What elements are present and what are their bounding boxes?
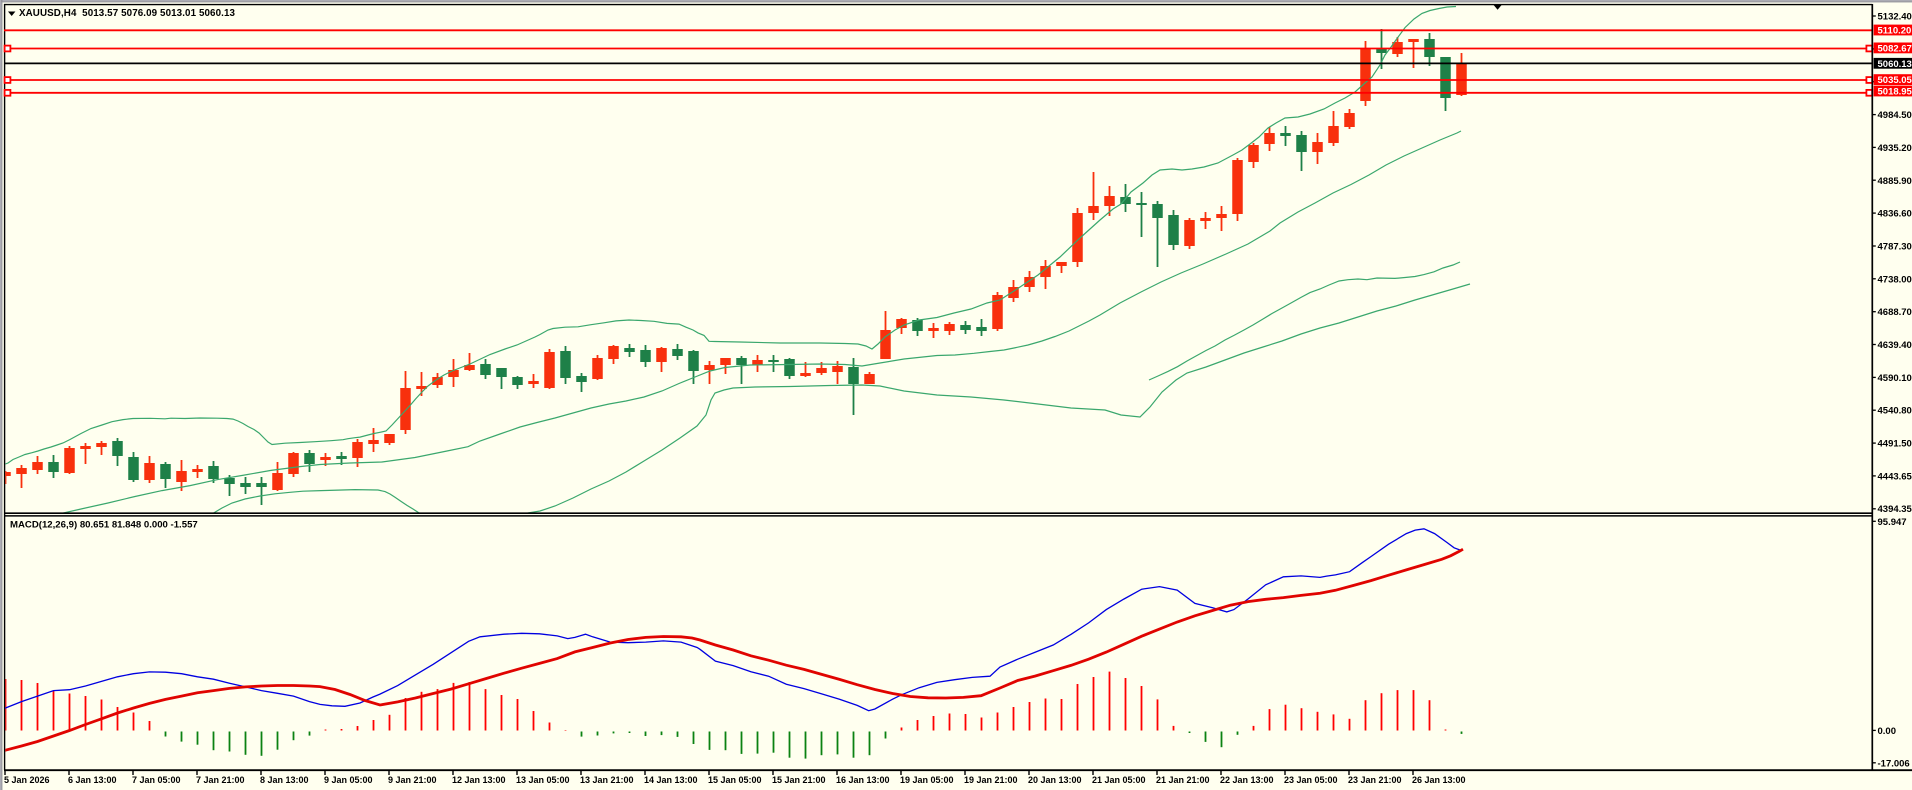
- svg-text:4394.35: 4394.35: [1878, 504, 1912, 515]
- svg-text:4590.10: 4590.10: [1878, 373, 1912, 384]
- svg-text:21 Jan 05:00: 21 Jan 05:00: [1092, 775, 1146, 785]
- svg-text:20 Jan 13:00: 20 Jan 13:00: [1028, 775, 1082, 785]
- svg-text:21 Jan 21:00: 21 Jan 21:00: [1156, 775, 1210, 785]
- svg-text:5 Jan 2026: 5 Jan 2026: [4, 775, 50, 785]
- svg-text:4443.65: 4443.65: [1878, 471, 1912, 482]
- svg-text:4738.00: 4738.00: [1878, 274, 1912, 285]
- svg-text:5035.05: 5035.05: [1878, 75, 1912, 86]
- svg-text:15 Jan 21:00: 15 Jan 21:00: [772, 775, 826, 785]
- svg-text:4491.50: 4491.50: [1878, 439, 1912, 450]
- svg-text:4688.70: 4688.70: [1878, 307, 1912, 318]
- svg-text:5018.95: 5018.95: [1878, 87, 1912, 98]
- svg-text:19 Jan 21:00: 19 Jan 21:00: [964, 775, 1018, 785]
- svg-text:4935.20: 4935.20: [1878, 143, 1912, 154]
- svg-text:4984.50: 4984.50: [1878, 110, 1912, 121]
- svg-text:9 Jan 21:00: 9 Jan 21:00: [388, 775, 437, 785]
- svg-text:5132.40: 5132.40: [1878, 12, 1912, 23]
- svg-text:6 Jan 13:00: 6 Jan 13:00: [68, 775, 117, 785]
- svg-text:15 Jan 05:00: 15 Jan 05:00: [708, 775, 762, 785]
- svg-text:4787.30: 4787.30: [1878, 242, 1912, 253]
- svg-text:5110.20: 5110.20: [1878, 26, 1912, 37]
- svg-text:5060.13: 5060.13: [1878, 59, 1912, 70]
- svg-text:13 Jan 05:00: 13 Jan 05:00: [516, 775, 570, 785]
- svg-text:95.947: 95.947: [1878, 517, 1907, 528]
- svg-text:4639.40: 4639.40: [1878, 340, 1912, 351]
- svg-text:7 Jan 05:00: 7 Jan 05:00: [132, 775, 181, 785]
- svg-text:XAUUSD,H4 5013.57 5076.09 501: XAUUSD,H4 5013.57 5076.09 5013.01 5060.1…: [19, 8, 236, 19]
- svg-text:22 Jan 13:00: 22 Jan 13:00: [1220, 775, 1274, 785]
- svg-text:13 Jan 21:00: 13 Jan 21:00: [580, 775, 634, 785]
- svg-text:4885.90: 4885.90: [1878, 176, 1912, 187]
- svg-text:23 Jan 21:00: 23 Jan 21:00: [1348, 775, 1402, 785]
- svg-text:14 Jan 13:00: 14 Jan 13:00: [644, 775, 698, 785]
- svg-text:4540.80: 4540.80: [1878, 406, 1912, 417]
- svg-text:16 Jan 13:00: 16 Jan 13:00: [836, 775, 890, 785]
- svg-text:19 Jan 05:00: 19 Jan 05:00: [900, 775, 954, 785]
- svg-text:12 Jan 13:00: 12 Jan 13:00: [452, 775, 506, 785]
- svg-text:23 Jan 05:00: 23 Jan 05:00: [1284, 775, 1338, 785]
- svg-text:MACD(12,26,9) 80.651 81.848 0.: MACD(12,26,9) 80.651 81.848 0.000 -1.557: [10, 520, 198, 531]
- svg-text:9 Jan 05:00: 9 Jan 05:00: [324, 775, 373, 785]
- svg-text:0.00: 0.00: [1878, 726, 1897, 737]
- svg-text:26 Jan 13:00: 26 Jan 13:00: [1412, 775, 1466, 785]
- svg-text:7 Jan 21:00: 7 Jan 21:00: [196, 775, 245, 785]
- svg-text:-17.006: -17.006: [1878, 758, 1910, 769]
- svg-text:5082.67: 5082.67: [1878, 43, 1912, 54]
- svg-text:4836.60: 4836.60: [1878, 209, 1912, 220]
- svg-text:8 Jan 13:00: 8 Jan 13:00: [260, 775, 309, 785]
